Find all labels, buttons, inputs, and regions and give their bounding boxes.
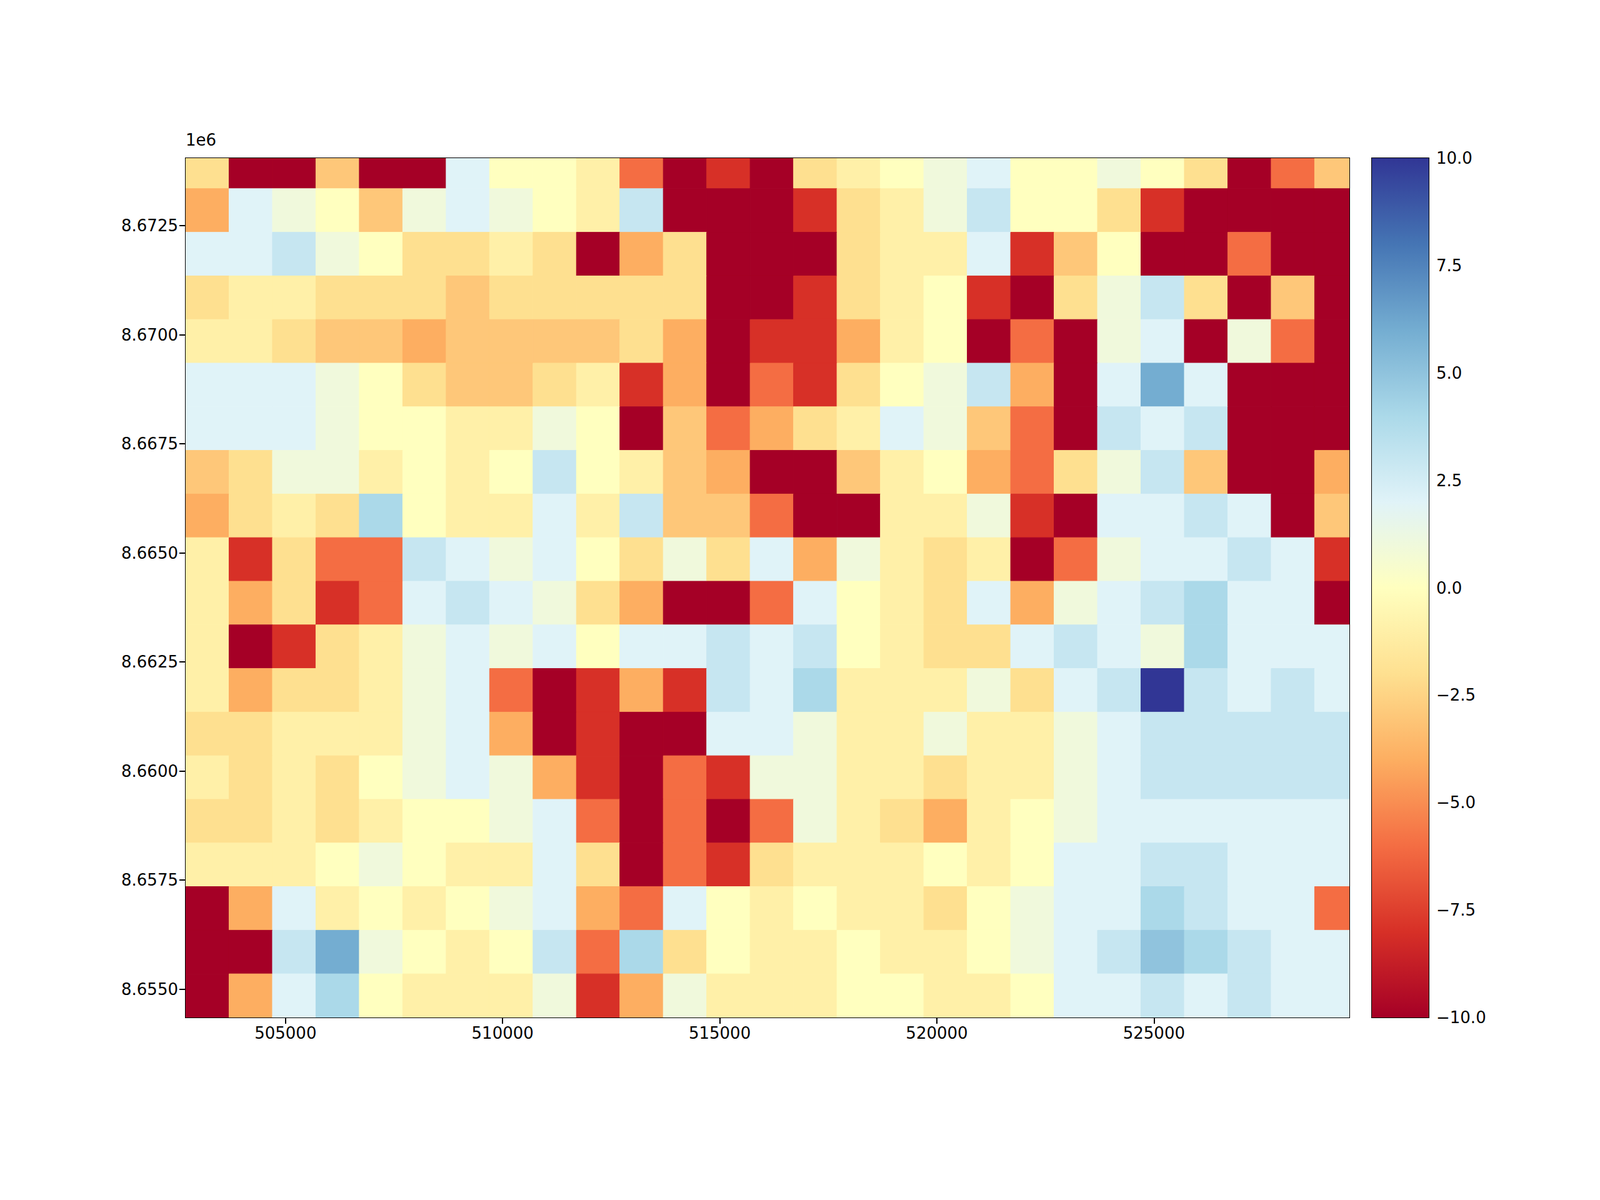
svg-text:525000: 525000 bbox=[1123, 1023, 1185, 1043]
svg-text:1e6: 1e6 bbox=[185, 130, 217, 150]
svg-text:505000: 505000 bbox=[254, 1023, 317, 1043]
svg-text:5.0: 5.0 bbox=[1436, 363, 1462, 383]
svg-text:8.6575: 8.6575 bbox=[121, 870, 179, 890]
svg-text:2.5: 2.5 bbox=[1436, 471, 1462, 490]
svg-text:0.0: 0.0 bbox=[1436, 578, 1462, 598]
svg-text:8.6675: 8.6675 bbox=[121, 434, 179, 454]
svg-text:510000: 510000 bbox=[471, 1023, 534, 1043]
svg-text:−7.5: −7.5 bbox=[1436, 900, 1476, 920]
svg-text:520000: 520000 bbox=[905, 1023, 968, 1043]
svg-text:8.6625: 8.6625 bbox=[121, 652, 179, 672]
svg-text:7.5: 7.5 bbox=[1436, 256, 1462, 275]
svg-text:8.6600: 8.6600 bbox=[121, 761, 179, 781]
svg-text:−5.0: −5.0 bbox=[1436, 793, 1476, 812]
svg-text:8.6650: 8.6650 bbox=[121, 543, 179, 563]
svg-text:−2.5: −2.5 bbox=[1436, 685, 1476, 705]
svg-text:8.6725: 8.6725 bbox=[121, 216, 179, 235]
svg-text:8.6550: 8.6550 bbox=[121, 980, 179, 999]
svg-text:515000: 515000 bbox=[688, 1023, 751, 1043]
svg-text:−10.0: −10.0 bbox=[1436, 1008, 1487, 1027]
svg-text:8.6700: 8.6700 bbox=[121, 325, 179, 345]
svg-text:10.0: 10.0 bbox=[1436, 148, 1473, 168]
